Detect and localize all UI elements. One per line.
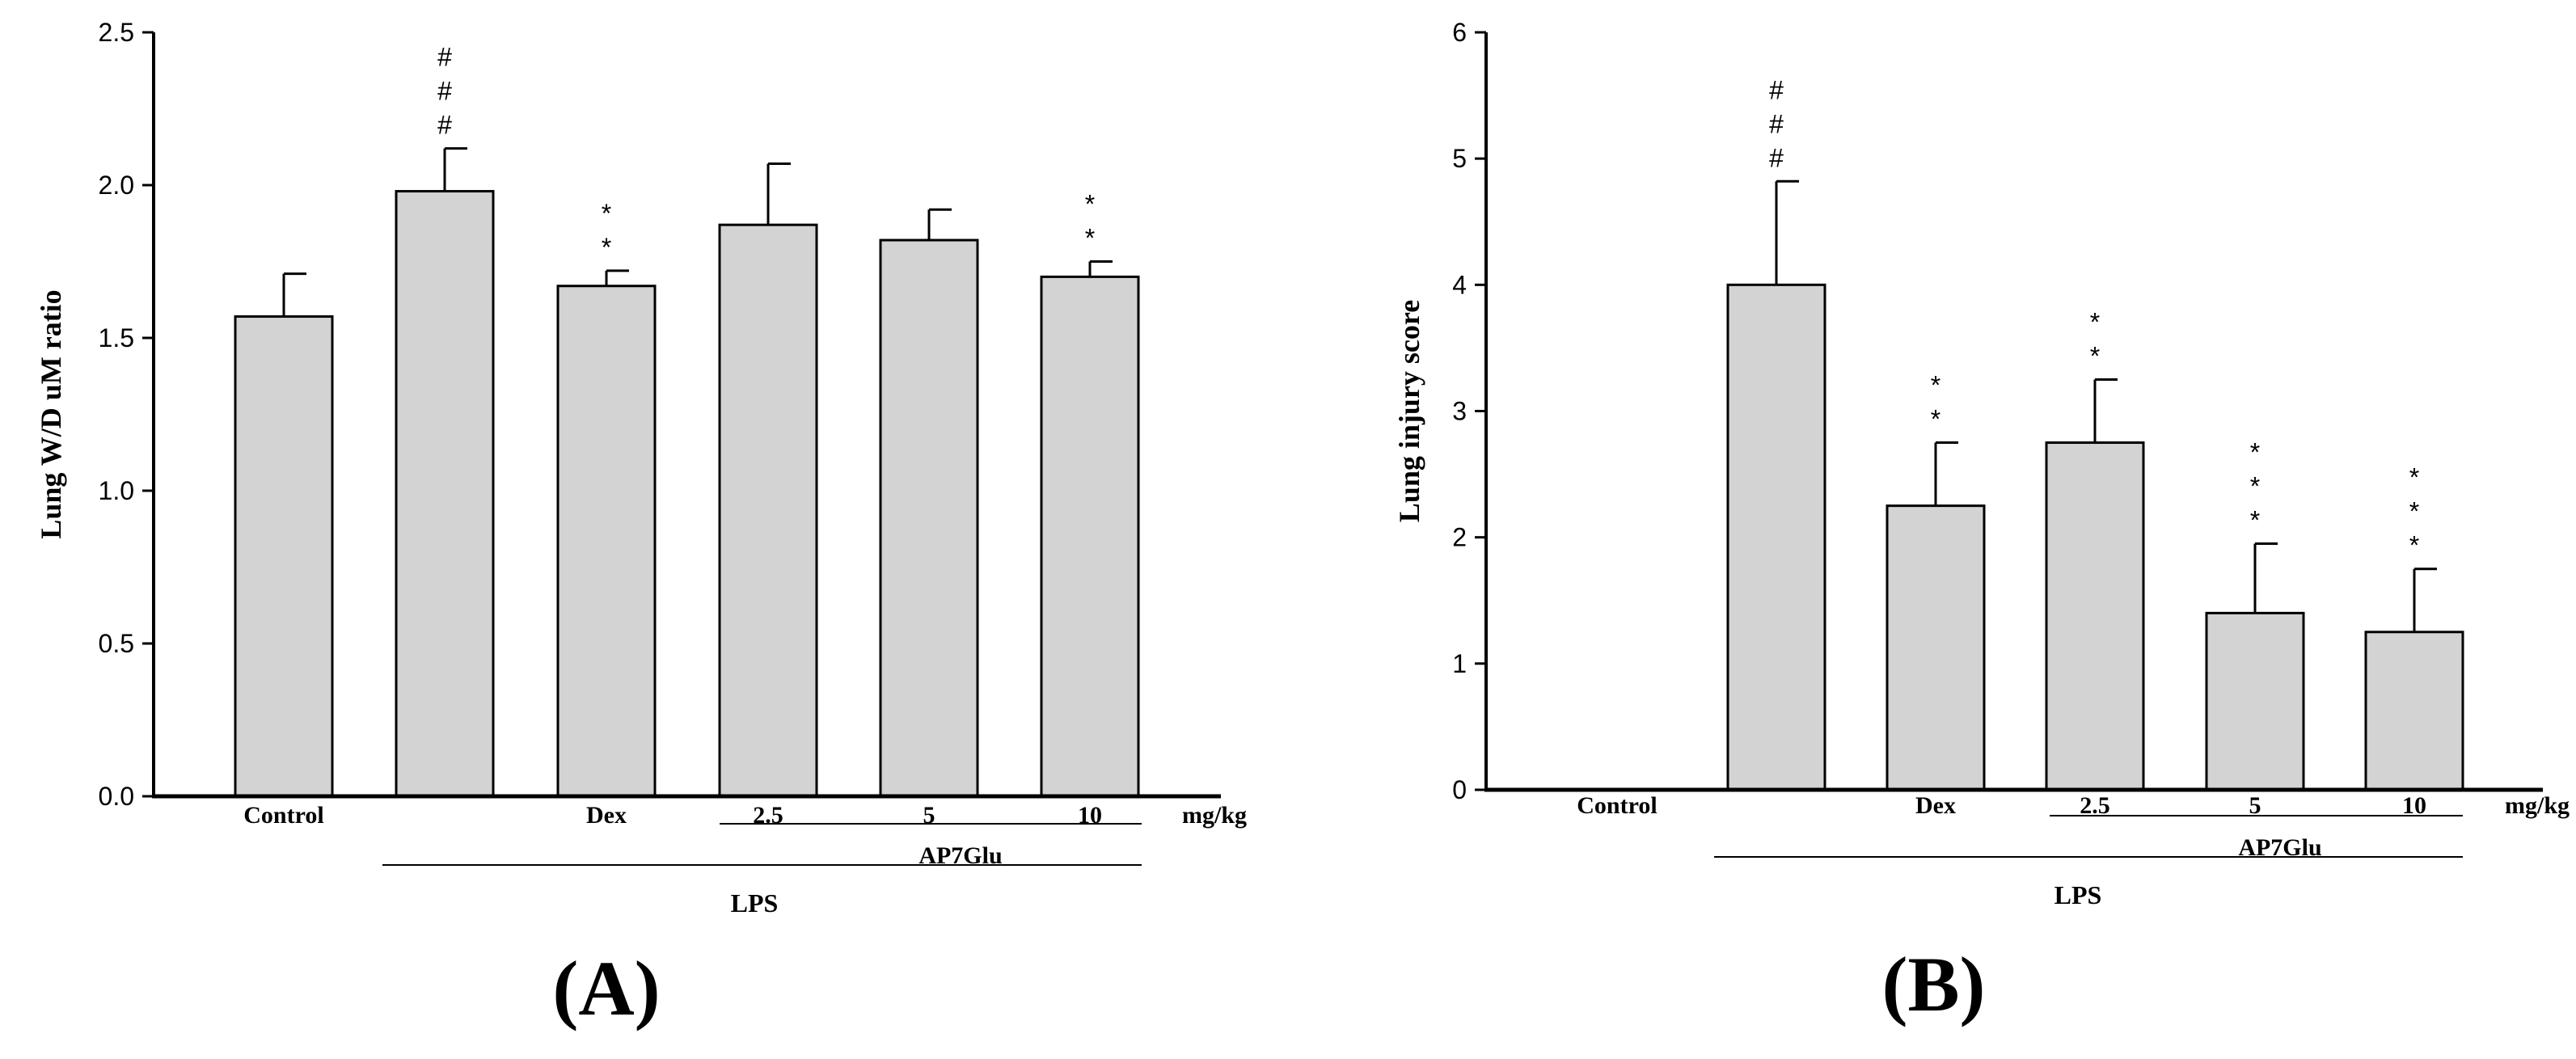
bar bbox=[718, 223, 818, 798]
significance-star: * bbox=[602, 199, 611, 228]
category-label: 2.5 bbox=[753, 802, 783, 829]
category-label: 10 bbox=[2402, 792, 2426, 819]
y-tick-label: 1.0 bbox=[99, 476, 134, 505]
y-tick-label: 0.0 bbox=[99, 782, 134, 811]
y-tick-label: 0.5 bbox=[99, 629, 134, 658]
y-tick-label: 0 bbox=[1452, 775, 1467, 804]
bar bbox=[2205, 611, 2305, 791]
unit-label: mg/kg bbox=[1182, 802, 1247, 829]
panel-b-chart: Control # # # * * Dex * * 2.5 * * * 5 * * * 10 0 1 2 3 4 5 6 Lung… bbox=[1393, 18, 2570, 1027]
bar bbox=[879, 238, 979, 798]
significance-star: * bbox=[2090, 307, 2100, 336]
panel-label: (A) bbox=[552, 945, 660, 1032]
significance-star: * bbox=[1931, 405, 1940, 434]
category-label: Control bbox=[243, 802, 323, 829]
significance-star: * bbox=[2250, 471, 2260, 500]
bar bbox=[2364, 631, 2464, 791]
significance-star: * bbox=[2250, 437, 2260, 466]
significance-star: * bbox=[2409, 497, 2419, 526]
category-label: Control bbox=[1577, 792, 1657, 819]
significance-hash: # bbox=[437, 43, 452, 72]
bar bbox=[556, 285, 657, 798]
significance-star: * bbox=[2409, 463, 2419, 492]
y-tick-label: 2.0 bbox=[99, 171, 134, 200]
bar bbox=[395, 190, 495, 798]
significance-hash: # bbox=[1769, 75, 1784, 104]
lps-label: LPS bbox=[2054, 880, 2102, 909]
significance-hash: # bbox=[1769, 143, 1784, 172]
significance-hash: # bbox=[437, 111, 452, 140]
category-label: 5 bbox=[2249, 792, 2261, 819]
y-tick-label: 3 bbox=[1452, 397, 1467, 426]
y-axis-title: Lung W/D uM ratio bbox=[35, 289, 67, 538]
y-tick-label: 5 bbox=[1452, 144, 1467, 173]
y-tick-label: 1.5 bbox=[99, 323, 134, 352]
category-label: Dex bbox=[1915, 792, 1956, 819]
category-label: 5 bbox=[923, 802, 935, 829]
significance-star: * bbox=[1085, 224, 1095, 253]
lps-label: LPS bbox=[731, 888, 779, 918]
bar bbox=[1726, 283, 1826, 791]
y-tick-label: 1 bbox=[1452, 649, 1467, 678]
bar bbox=[1040, 275, 1140, 798]
y-tick-label: 2 bbox=[1452, 523, 1467, 552]
significance-hash: # bbox=[437, 77, 452, 106]
category-label: 2.5 bbox=[2080, 792, 2110, 819]
panel-a-chart: Control # # # * * Dex 2.5 5 * * 10 0.0 0.5 1.0 1.5 2.0 2.… bbox=[35, 18, 1247, 1032]
significance-star: * bbox=[1931, 371, 1940, 400]
significance-hash: # bbox=[1769, 109, 1784, 138]
category-label: 10 bbox=[1078, 802, 1102, 829]
significance-star: * bbox=[2090, 341, 2100, 370]
bar bbox=[234, 315, 334, 798]
y-tick-label: 6 bbox=[1452, 18, 1467, 47]
bar bbox=[2045, 441, 2145, 791]
unit-label: mg/kg bbox=[2505, 792, 2570, 819]
y-tick-label: 4 bbox=[1452, 270, 1467, 299]
significance-star: * bbox=[2250, 505, 2260, 534]
significance-star: * bbox=[1085, 190, 1095, 219]
y-axis-title: Lung injury score bbox=[1393, 300, 1425, 522]
category-label: Dex bbox=[586, 802, 627, 829]
panel-label: (B) bbox=[1882, 941, 1986, 1027]
bar bbox=[1886, 504, 1986, 791]
y-tick-label: 2.5 bbox=[99, 18, 134, 47]
significance-star: * bbox=[2409, 531, 2419, 560]
significance-star: * bbox=[602, 233, 611, 262]
